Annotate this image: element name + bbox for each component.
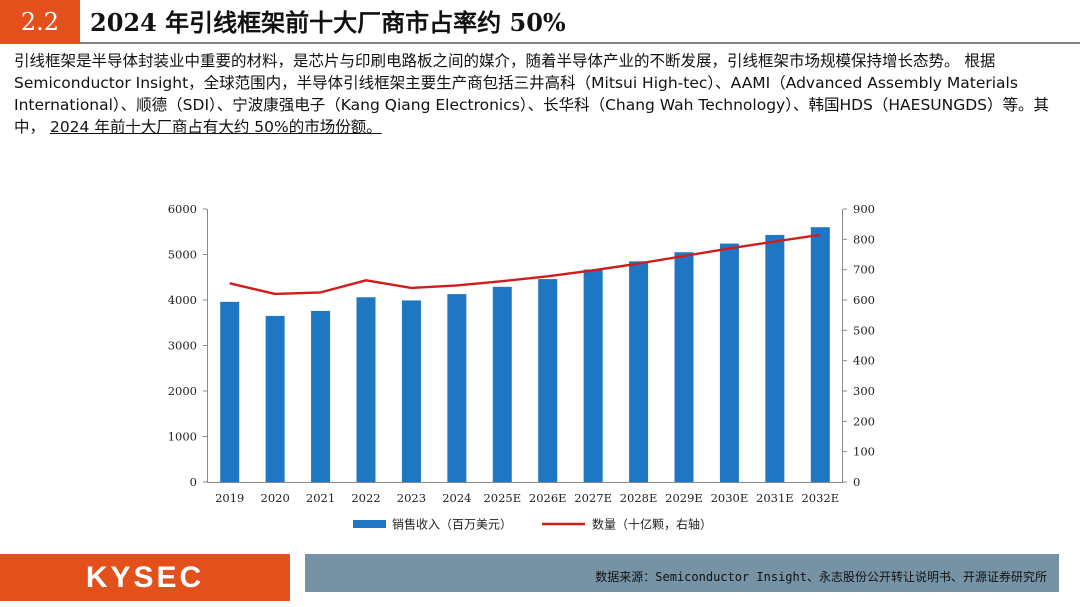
- x-tick-label: 2029E: [665, 491, 703, 505]
- kysec-logo: KYSEC: [85, 561, 205, 594]
- right-tick-label: 100: [853, 445, 875, 459]
- x-tick-label: 2025E: [483, 491, 521, 505]
- legend-label-quantity: 数量（十亿颗，右轴）: [592, 517, 712, 532]
- x-axis-ticks: 2019 2020 2021 2022 2023 2024 2025E 2026E 2027E 2…: [215, 491, 839, 505]
- right-axis-ticks: 0 100 200 300 400 500 600 700 800 900: [843, 202, 875, 489]
- revenue-bar: [220, 301, 240, 482]
- footer-source-bar: [305, 554, 1059, 592]
- revenue-bar: [583, 269, 603, 482]
- bar-series: [220, 227, 830, 482]
- x-tick-label: 2027E: [574, 491, 612, 505]
- left-tick-label: 4000: [168, 293, 197, 307]
- left-tick-label: 3000: [168, 339, 197, 353]
- right-tick-label: 600: [853, 293, 875, 307]
- right-tick-label: 800: [853, 232, 875, 246]
- footer-logo-bar: [0, 554, 290, 601]
- line-series: [229, 233, 821, 296]
- left-tick-label: 2000: [168, 384, 197, 398]
- revenue-bar: [265, 315, 285, 482]
- x-tick-label: 2032E: [801, 491, 839, 505]
- x-tick-label: 2023: [397, 491, 426, 505]
- quantity-line: [229, 233, 821, 296]
- revenue-bar: [492, 286, 512, 482]
- x-tick-label: 2026E: [529, 491, 567, 505]
- left-tick-label: 5000: [168, 248, 197, 262]
- intro-emphasis: 2024 年前十大厂商占有大约 50%的市场份额。: [49, 118, 382, 136]
- left-tick-label: 6000: [168, 202, 197, 216]
- data-source-note: 数据来源：Semiconductor Insight、永志股份公开转让说明书、开…: [595, 570, 1047, 584]
- x-tick-label: 2030E: [711, 491, 749, 505]
- right-tick-label: 400: [853, 354, 875, 368]
- legend-swatch-revenue: [353, 520, 386, 528]
- right-tick-label: 700: [853, 263, 875, 277]
- right-tick-label: 500: [853, 323, 875, 337]
- revenue-bar: [674, 252, 694, 482]
- legend-label-revenue: 销售收入（百万美元）: [392, 517, 512, 532]
- section-number-badge: 2.2: [0, 0, 80, 44]
- chart-legend: 销售收入（百万美元） 数量（十亿颗，右轴）: [353, 517, 712, 532]
- intro-text: 引线框架是半导体封装业中重要的材料，是芯片与印刷电路板之间的媒介，随着半导体产业…: [14, 52, 1050, 136]
- right-tick-label: 900: [853, 202, 875, 216]
- chart-container: 0 1000 2000 3000 4000 5000 6000 0 100 200 300 400 5…: [0, 190, 1080, 545]
- x-tick-label: 2031E: [756, 491, 794, 505]
- page-footer: KYSEC 数据来源：Semiconductor Insight、永志股份公开转…: [0, 551, 1080, 607]
- x-tick-label: 2019: [215, 491, 244, 505]
- revenue-bar: [765, 234, 785, 482]
- left-tick-label: 0: [190, 475, 197, 489]
- revenue-bar: [810, 227, 830, 482]
- combo-chart: 0 1000 2000 3000 4000 5000 6000 0 100 200 300 400 5…: [168, 202, 875, 532]
- intro-paragraph: 引线框架是半导体封装业中重要的材料，是芯片与印刷电路板之间的媒介，随着半导体产业…: [14, 50, 1054, 138]
- revenue-bar: [356, 297, 376, 482]
- left-axis-ticks: 0 1000 2000 3000 4000 5000 6000: [168, 202, 207, 489]
- x-tick-label: 2020: [261, 491, 290, 505]
- page-header: 2.2 2024 年引线框架前十大厂商市占率约 50%: [0, 0, 1080, 44]
- revenue-bar: [629, 261, 649, 482]
- page-title: 2024 年引线框架前十大厂商市占率约 50%: [90, 8, 566, 37]
- x-tick-label: 2024: [442, 491, 471, 505]
- left-tick-label: 1000: [168, 430, 197, 444]
- revenue-bar: [401, 300, 421, 482]
- right-tick-label: 0: [853, 475, 860, 489]
- right-tick-label: 200: [853, 414, 875, 428]
- right-tick-label: 300: [853, 384, 875, 398]
- x-tick-label: 2028E: [620, 491, 658, 505]
- revenue-bar: [538, 279, 558, 482]
- header-divider: [80, 42, 1080, 44]
- revenue-bar: [311, 310, 331, 482]
- x-tick-label: 2022: [351, 491, 380, 505]
- x-tick-label: 2021: [306, 491, 335, 505]
- revenue-bar: [447, 294, 467, 482]
- revenue-bar: [719, 243, 739, 482]
